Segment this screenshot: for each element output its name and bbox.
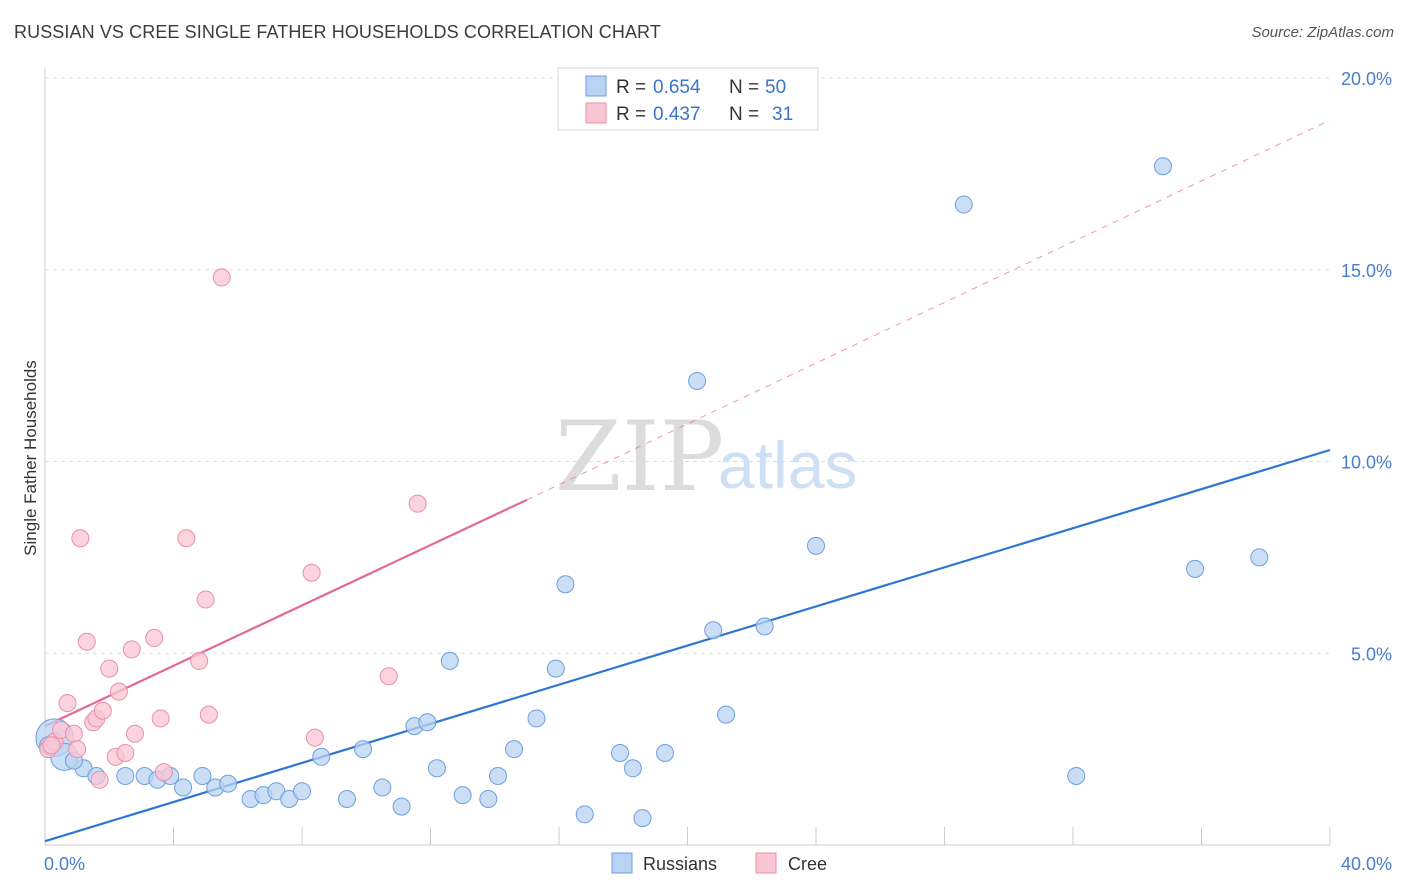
cree-point (379, 667, 398, 686)
y-tick-label: 5.0% (1351, 644, 1392, 664)
russians-point (1186, 559, 1205, 578)
data-points (35, 157, 1269, 828)
russians-point (556, 575, 575, 594)
watermark-zip: ZIP (555, 401, 724, 513)
russians-point (546, 659, 565, 678)
y-tick-label: 15.0% (1341, 261, 1392, 281)
cree-point (305, 728, 324, 747)
cree-point (154, 763, 173, 782)
bottom-legend-russians-label: Russians (643, 854, 717, 874)
cree-point (42, 736, 61, 755)
cree-point (177, 529, 196, 548)
russians-point (427, 759, 446, 778)
russians-point (755, 617, 774, 636)
gridlines (45, 77, 1330, 654)
russians-point (373, 778, 392, 797)
legend-russians-r-value: 0.654 (653, 77, 701, 98)
russians-point (954, 195, 973, 214)
russians-point (704, 621, 723, 640)
chart-title: RUSSIAN VS CREE SINGLE FATHER HOUSEHOLDS… (14, 22, 661, 42)
y-axis-label: Single Father Households (21, 360, 40, 556)
cree-point (145, 628, 164, 647)
y-tick-label: 20.0% (1341, 69, 1392, 89)
cree-point (196, 590, 215, 609)
x-tick-label: 0.0% (44, 854, 85, 874)
russians-point (1250, 548, 1269, 567)
cree-point (109, 682, 128, 701)
cree-point (93, 701, 112, 720)
russians-point (527, 709, 546, 728)
cree-point (302, 563, 321, 582)
cree-point (71, 529, 90, 548)
y-tick-label: 10.0% (1341, 453, 1392, 473)
cree-point (122, 640, 141, 659)
russians-point (193, 766, 212, 785)
bottom-legend-cree-swatch (755, 852, 777, 874)
russians-trendline (44, 448, 1331, 843)
russians-point (312, 747, 331, 766)
legend-russians-r-label: R = (616, 77, 646, 98)
legend-russians-swatch (585, 75, 607, 97)
tick-labels: 5.0% 10.0% 15.0% 20.0% 0.0% 40.0% (44, 69, 1392, 874)
cree-point (190, 651, 209, 670)
legend-russians-n-value: 50 (765, 77, 786, 98)
russians-point (656, 743, 675, 762)
russians-point (1153, 157, 1172, 176)
russians-point (174, 778, 193, 797)
watermark-atlas: atlas (718, 428, 857, 502)
cree-point (212, 268, 231, 287)
legend-cree-r-value: 0.437 (653, 104, 701, 125)
russians-point (688, 371, 707, 390)
russians-point (453, 786, 472, 805)
cree-point (68, 740, 87, 759)
series-legend: Russians Cree (611, 852, 827, 874)
cree-point (125, 724, 144, 743)
cree-point (199, 705, 218, 724)
chart-source: Source: ZipAtlas.com (1251, 24, 1394, 41)
cree-point (151, 709, 170, 728)
axes (44, 68, 1331, 846)
russians-point (440, 651, 459, 670)
russians-point (337, 789, 356, 808)
cree-point (408, 494, 427, 513)
russians-point (116, 766, 135, 785)
russians-point (354, 740, 373, 759)
russians-point (293, 782, 311, 801)
russians-point (717, 705, 736, 724)
legend-cree-n-value: 31 (772, 104, 793, 125)
x-tick-label: 40.0% (1341, 854, 1392, 874)
legend-cree-swatch (585, 102, 607, 124)
bottom-legend-cree-label: Cree (788, 854, 827, 874)
cree-point (90, 770, 109, 789)
correlation-legend: R = 0.654 N = 50 R = 0.437 N = 31 (557, 67, 819, 131)
legend-cree-r-label: R = (616, 104, 646, 125)
russians-point (418, 713, 437, 732)
russians-point (479, 789, 498, 808)
legend-cree-n-label: N = (729, 104, 759, 125)
russians-point (623, 759, 642, 778)
bottom-legend-russians-swatch (611, 852, 633, 874)
cree-point (77, 632, 96, 651)
cree-point (100, 659, 119, 678)
cree-point (116, 743, 135, 762)
russians-point (505, 740, 524, 759)
watermark: ZIP atlas (555, 401, 857, 513)
russians-point (488, 766, 507, 785)
cree-point (58, 694, 77, 713)
cree-point (64, 724, 83, 743)
cree-trendline-extension (526, 119, 1331, 501)
russians-point (807, 536, 825, 555)
russians-point (219, 774, 238, 793)
russians-point (611, 743, 630, 762)
russians-point (392, 797, 411, 816)
russians-point (1067, 766, 1086, 785)
russians-point (633, 809, 652, 828)
legend-russians-n-label: N = (729, 77, 759, 98)
russians-point (575, 805, 594, 824)
